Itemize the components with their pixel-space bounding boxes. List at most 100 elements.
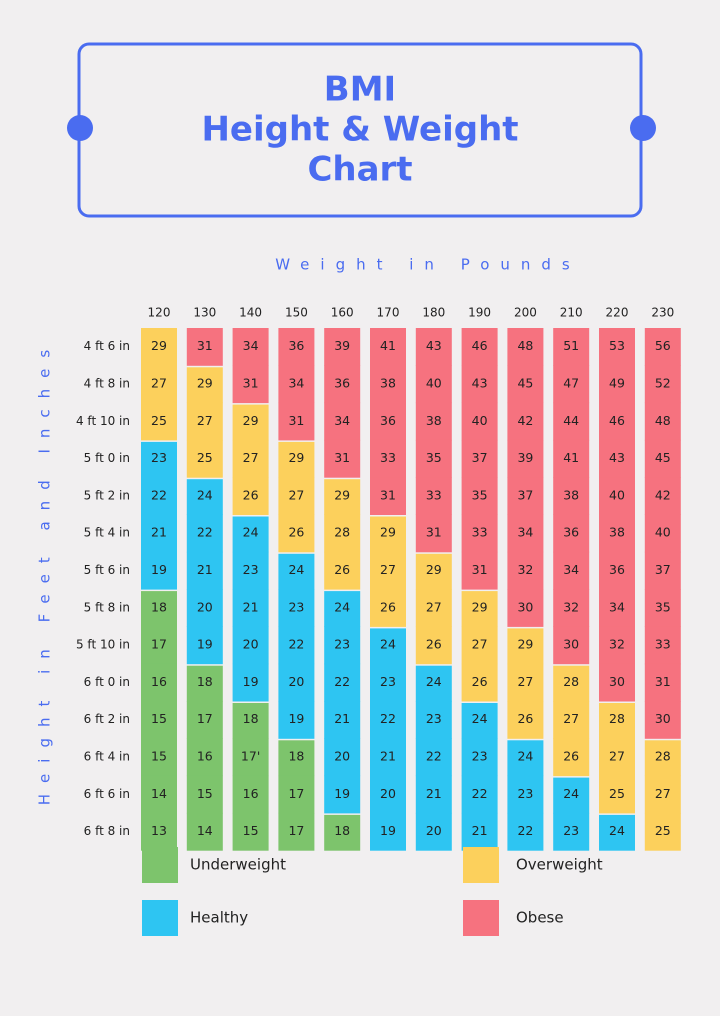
column-label: 230 [651,306,674,320]
column-label: 190 [468,306,491,320]
cell [507,628,544,665]
cell-value: 51 [563,338,579,353]
cell-value: 29 [288,450,304,465]
cell-value: 28 [609,711,625,726]
cell-value: 17' [241,748,260,763]
row-label: 6 ft 2 in [84,712,130,726]
cell [644,365,681,404]
cell [461,591,498,627]
cell [370,812,406,851]
cell [599,738,635,777]
cell-value: 40 [655,525,671,540]
cell-value: 27 [517,674,533,689]
cell [599,402,635,441]
cell [553,551,590,590]
cell [599,775,635,814]
cell [278,740,315,777]
cell [141,365,177,404]
cell-value: 15 [243,823,259,838]
cell-value: 31 [243,375,259,390]
cell [507,551,544,590]
cell [278,328,315,366]
cell [507,439,544,478]
cell-value: 15 [151,711,167,726]
cell [461,551,498,590]
cell [186,439,223,478]
row-label: 5 ft 6 in [84,563,130,577]
cell [186,328,223,366]
cell-value: 16 [243,786,259,801]
cell [232,663,269,702]
cell [186,551,223,590]
cell [370,439,406,478]
cell [278,514,315,553]
cell [370,365,406,404]
cell-value: 29 [243,413,259,428]
legend-label: Underweight [190,856,286,874]
cell [415,775,452,814]
cell-value: 23 [563,823,579,838]
cell-value: 36 [609,562,625,577]
cell-value: 14 [151,786,167,801]
cell [232,404,269,441]
cell [461,775,498,814]
row-label: 5 ft 10 in [76,638,130,652]
cell-value: 19 [243,674,259,689]
column-label: 200 [514,306,537,320]
cell [644,514,681,553]
cell [415,477,452,515]
cell [553,365,590,404]
cell-value: 26 [334,562,350,577]
legend-swatch [463,847,499,883]
cell-value: 37 [655,562,671,577]
cell [232,738,269,777]
cell-value: 24 [334,599,350,614]
cell [141,663,177,702]
column-label: 160 [331,306,354,320]
cell-value: 16 [197,748,213,763]
cell-value: 19 [334,786,350,801]
cell-value: 25 [197,450,213,465]
column-label: 170 [377,306,400,320]
cell-value: 36 [380,413,396,428]
cell-value: 30 [609,674,625,689]
cell-value: 27 [655,786,671,801]
cell [461,328,498,366]
cell-value: 21 [472,823,488,838]
cell [370,477,406,515]
row-label: 6 ft 0 in [84,675,130,689]
cell-value: 30 [563,637,579,652]
cell [415,738,452,777]
legend-label: Overweight [516,856,603,874]
cell-value: 20 [288,674,304,689]
cell-value: 17 [288,823,304,838]
cell [278,553,315,590]
cell-value: 29 [197,375,213,390]
row-label: 4 ft 6 in [84,339,130,353]
cell [278,365,315,404]
cell-value: 19 [151,562,167,577]
cell [644,740,681,777]
cell [278,402,315,441]
title-line: Chart [307,150,412,190]
cell [278,589,315,627]
cell [644,439,681,478]
x-axis-label: Weight in Pounds [275,256,581,274]
cell-value: 29 [334,487,350,502]
cell-value: 24 [426,674,442,689]
cell-value: 27 [380,562,396,577]
cell [232,626,269,665]
cell-value: 17 [197,711,213,726]
row-label: 6 ft 6 in [84,787,130,801]
title-line: Height & Weight [201,110,518,150]
cell-value: 53 [609,338,625,353]
cell [370,551,406,590]
cell [461,703,498,739]
cell [324,328,361,366]
cell [507,701,544,739]
cell [278,477,315,515]
cell [644,589,681,627]
cell-value: 35 [426,450,442,465]
cell-value: 16 [151,674,167,689]
cell [232,439,269,478]
